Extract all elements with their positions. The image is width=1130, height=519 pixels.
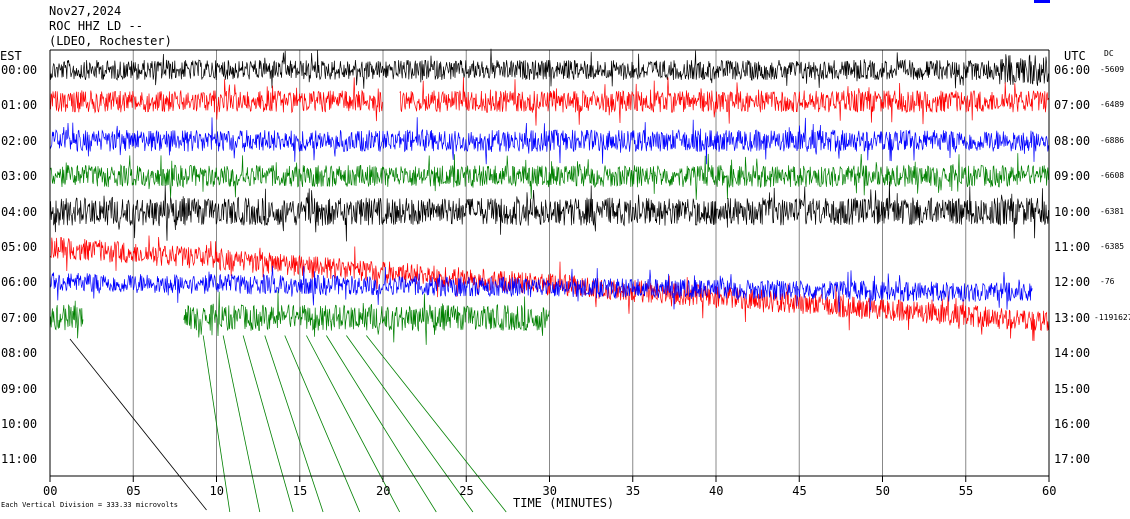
row-dc-offset-0300: -6608 — [1100, 171, 1125, 181]
diagonal-artifacts — [69, 335, 507, 513]
row-dc-offset-0600: -76 — [1100, 277, 1115, 287]
diag-line-green-8 — [366, 335, 507, 513]
trace-row-0200 — [49, 117, 1049, 165]
trace-row-0400 — [49, 181, 1049, 242]
x-tick-label-25: 25 — [459, 484, 474, 498]
row-label-utc-0800: 08:00 — [1054, 133, 1091, 148]
trace-row-0100-1 — [399, 77, 1049, 126]
row-label-utc-1500: 15:00 — [1054, 381, 1091, 396]
grid-layer — [49, 50, 1050, 476]
diag-line-green-7 — [346, 335, 474, 513]
row-label-est-1100: 11:00 — [1, 452, 38, 467]
row-label-utc-1100: 11:00 — [1054, 240, 1091, 254]
row-label-utc-1000: 10:00 — [1054, 204, 1091, 219]
x-tick-label-15: 15 — [292, 484, 308, 498]
row-dc-offset-0200: -6886 — [1100, 135, 1125, 145]
row-label-est-0800: 08:00 — [1, 346, 38, 361]
header-station: ROC HHZ LD -- — [49, 19, 143, 33]
x-tick-label-30: 30 — [542, 484, 557, 498]
diag-line-black — [69, 338, 207, 511]
row-label-est-0100: 01:00 — [1, 98, 38, 113]
diag-line-green-4 — [284, 335, 361, 513]
row-label-est-0300: 03:00 — [1, 169, 38, 184]
row-label-utc-1200: 12:00 — [1054, 275, 1091, 290]
trace-row-0700-1 — [183, 290, 550, 345]
x-tick-label-55: 55 — [958, 484, 974, 498]
row-label-utc-1600: 16:00 — [1054, 417, 1091, 431]
row-label-est-0200: 02:00 — [1, 133, 38, 148]
trace-row-0600 — [49, 265, 1033, 313]
row-label-est-0700: 07:00 — [1, 310, 38, 325]
x-axis-title: TIME (MINUTES) — [513, 496, 615, 510]
row-dc-offset-0500: -6385 — [1100, 242, 1125, 251]
trace-row-0100 — [49, 77, 383, 122]
row-label-utc-1300: 13:00 — [1054, 310, 1091, 325]
x-tick-label-00: 00 — [43, 484, 58, 498]
row-label-est-1000: 10:00 — [1, 417, 38, 431]
x-tick-label-40: 40 — [709, 484, 724, 498]
diag-line-green-1 — [222, 335, 261, 513]
row-dc-offset-0000: -5609 — [1100, 65, 1125, 74]
trace-row-0700 — [49, 300, 84, 339]
trace-row-0000 — [49, 48, 1049, 89]
diag-line-green-3 — [264, 335, 324, 513]
x-tick-label-35: 35 — [625, 484, 641, 498]
scale-note: Each Vertical Division = 333.33 microvol… — [1, 501, 179, 509]
left-axis-label: EST — [0, 49, 22, 63]
header-date: Nov27,2024 — [49, 4, 122, 18]
row-label-utc-0900: 09:00 — [1054, 169, 1091, 184]
right-axis-label: UTC — [1064, 49, 1086, 63]
row-label-est-0400: 04:00 — [1, 204, 38, 219]
frame-layer — [49, 49, 1050, 482]
row-label-est-0500: 05:00 — [1, 240, 38, 254]
row-label-utc-1400: 14:00 — [1054, 346, 1091, 361]
row-dc-offset-0400: -6381 — [1100, 206, 1125, 216]
row-label-est-0900: 09:00 — [1, 381, 38, 396]
trace-row-0500 — [49, 235, 1049, 342]
diag-line-green-5 — [306, 335, 401, 513]
row-label-utc-0600: 06:00 — [1054, 63, 1091, 77]
diag-line-green-0 — [202, 335, 231, 513]
row-label-est-0000: 00:00 — [1, 63, 38, 77]
x-tick-label-10: 10 — [209, 484, 224, 498]
trace-layer — [49, 48, 1049, 513]
x-tick-label-50: 50 — [875, 484, 890, 498]
row-dc-offset-0700: -1191627 — [1094, 312, 1130, 322]
row-dc-offset-0100: -6489 — [1100, 100, 1125, 110]
row-label-est-0600: 06:00 — [1, 275, 38, 290]
diag-line-green-2 — [242, 335, 294, 513]
x-tick-label-05: 05 — [126, 484, 141, 498]
dc-label: DC — [1104, 49, 1114, 58]
header-network: (LDEO, Rochester) — [49, 34, 172, 48]
x-tick-label-20: 20 — [376, 484, 391, 498]
trace-row-0300 — [49, 153, 1049, 200]
row-label-utc-1700: 17:00 — [1054, 452, 1091, 467]
legend-swatch — [1034, 0, 1050, 3]
row-label-utc-0700: 07:00 — [1054, 98, 1091, 113]
diag-line-green-6 — [326, 335, 437, 513]
x-tick-label-45: 45 — [792, 484, 807, 498]
x-tick-label-60: 60 — [1042, 484, 1057, 498]
